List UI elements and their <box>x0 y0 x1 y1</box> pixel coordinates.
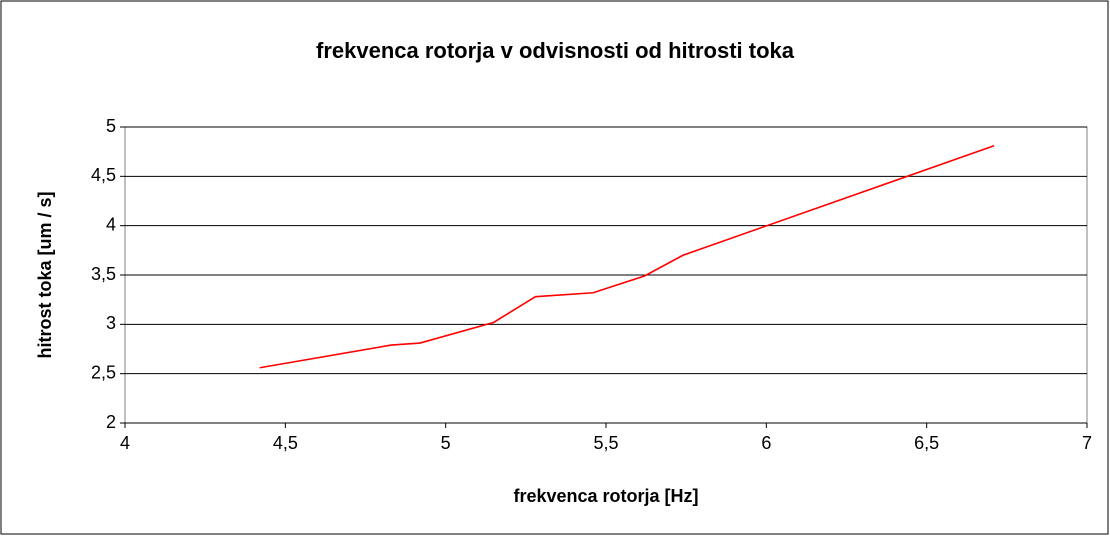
x-tick-label: 5 <box>441 433 451 453</box>
y-tick-label: 4,5 <box>91 165 116 185</box>
data-line <box>259 144 995 369</box>
x-tick-label: 7 <box>1082 433 1092 453</box>
chart-title: frekvenca rotorja v odvisnosti od hitros… <box>316 38 795 63</box>
x-tick-label: 6,5 <box>914 433 939 453</box>
x-tick-label: 4,5 <box>273 433 298 453</box>
y-tick-label: 5 <box>106 116 116 136</box>
x-tick-label: 6 <box>761 433 771 453</box>
x-tick-label: 4 <box>120 433 130 453</box>
x-tick-label: 5,5 <box>593 433 618 453</box>
y-tick-label: 2 <box>106 412 116 432</box>
y-tick-label: 4 <box>106 214 116 234</box>
y-tick-label: 3,5 <box>91 264 116 284</box>
y-tick-label: 3 <box>106 313 116 333</box>
y-tick-label: 2,5 <box>91 362 116 382</box>
x-axis-title: frekvenca rotorja [Hz] <box>513 486 698 506</box>
y-axis-title: hitrost toka [um / s] <box>35 191 55 358</box>
